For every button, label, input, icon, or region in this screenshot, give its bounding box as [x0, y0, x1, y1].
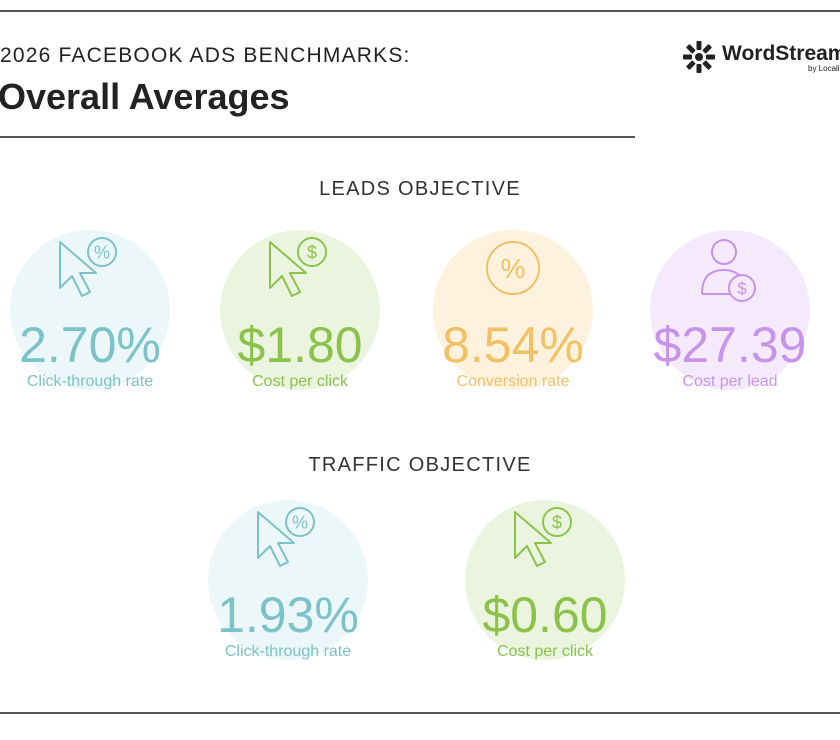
metric-icon: % [59, 237, 117, 297]
metric-circle [220, 230, 380, 390]
icon-symbol: $ [552, 512, 562, 532]
metric-circle [10, 230, 170, 390]
metric-circle [208, 500, 368, 660]
section-title: TRAFFIC OBJECTIVE [308, 454, 532, 476]
brand-sub: by LocaliQ [808, 64, 840, 73]
title-rule [0, 136, 635, 138]
brand: WordStream [722, 42, 840, 65]
bottom-rule [0, 712, 840, 714]
title: Overall Averages [0, 76, 290, 117]
brand-logo [683, 41, 715, 73]
metric-label: Click-through rate [224, 643, 352, 660]
metric-icon: $ [701, 239, 756, 302]
metric-label: Cost per click [496, 643, 594, 660]
metric-circle [650, 230, 810, 390]
metric-value: $27.39 [653, 317, 807, 373]
metric-label: Cost per lead [682, 373, 778, 390]
metric-icon: $ [269, 237, 327, 297]
metric-circle [465, 500, 625, 660]
icon-symbol: % [292, 512, 308, 532]
metric-value: 8.54% [442, 317, 584, 373]
metric-icon: $ [514, 507, 572, 567]
kicker: 2026 FACEBOOK ADS BENCHMARKS: [0, 44, 411, 67]
icon-symbol: % [501, 253, 526, 284]
section-title: LEADS OBJECTIVE [319, 178, 521, 200]
metric-label: Cost per click [251, 373, 349, 390]
metric-value: $0.60 [482, 587, 608, 643]
metric-label: Conversion rate [456, 373, 570, 390]
metric-value: 1.93% [217, 587, 359, 643]
icon-symbol: % [94, 242, 110, 262]
metric-circle [433, 230, 593, 390]
top-rule [0, 10, 840, 12]
metric-icon: % [257, 507, 315, 567]
icon-symbol: $ [307, 242, 317, 262]
icon-symbol: $ [737, 279, 747, 298]
metric-value: 2.70% [19, 317, 161, 373]
metric-value: $1.80 [237, 317, 363, 373]
metric-label: Click-through rate [26, 373, 154, 390]
metric-icon: % [486, 241, 540, 295]
